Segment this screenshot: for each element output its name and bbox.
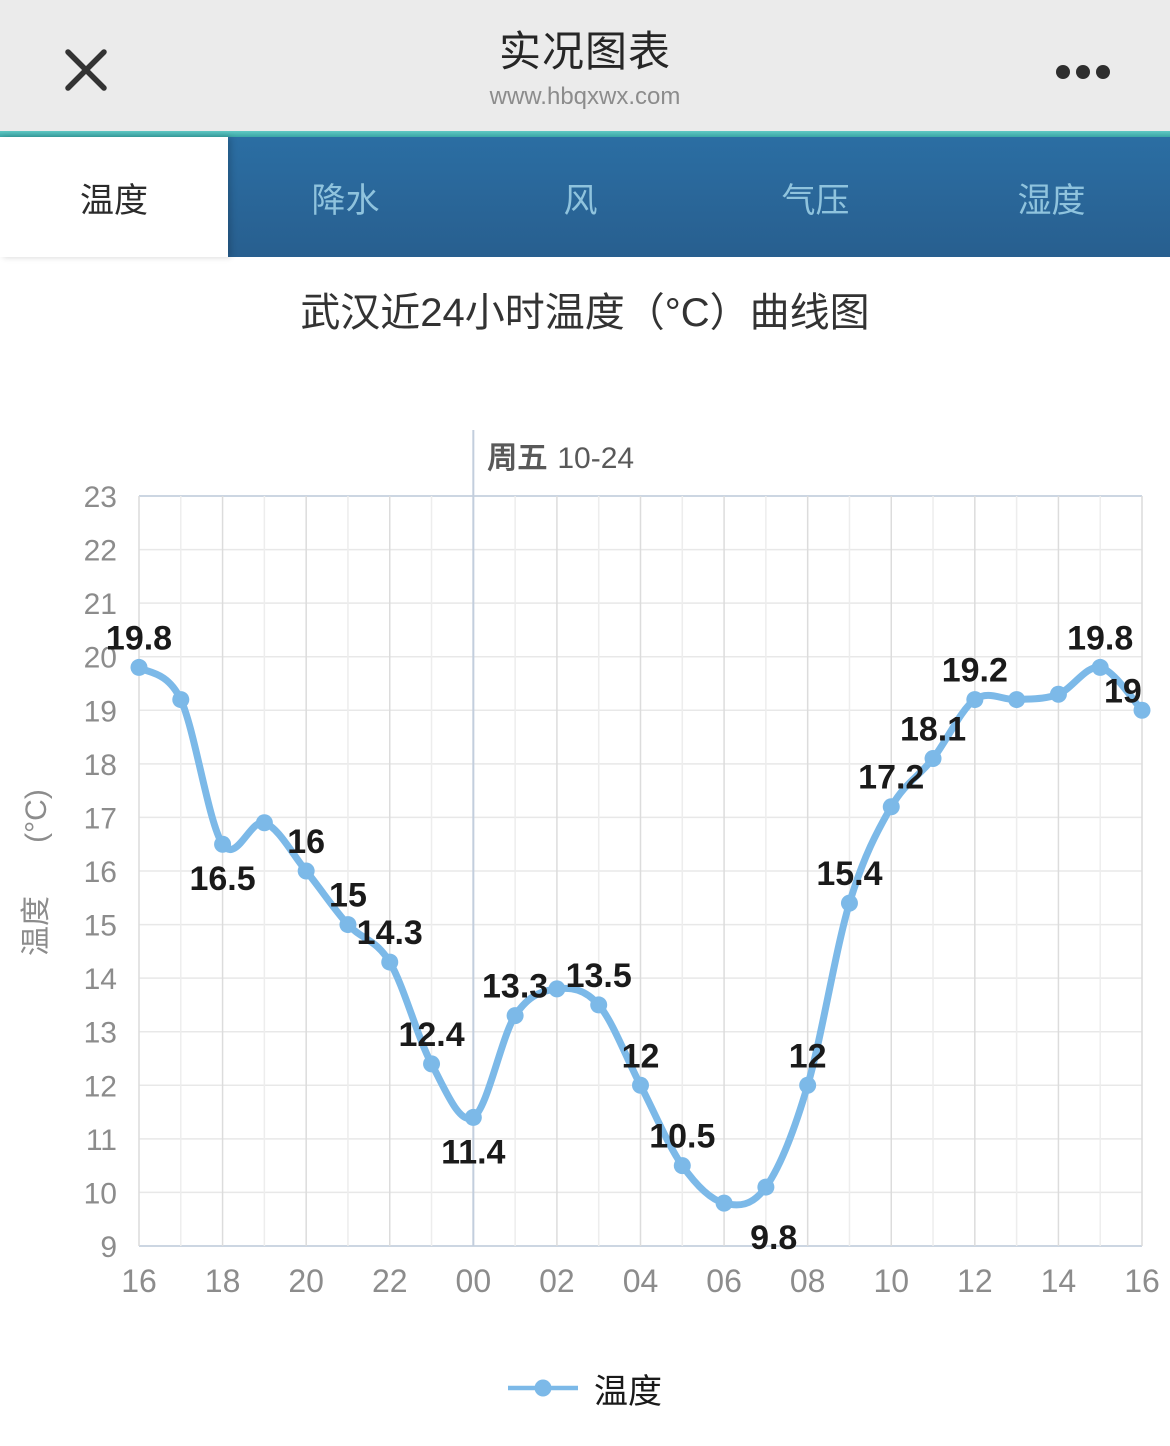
svg-text:17.2: 17.2 [858,759,924,797]
svg-text:12: 12 [622,1037,660,1075]
svg-text:20: 20 [288,1263,324,1299]
svg-text:00: 00 [456,1263,492,1299]
svg-text:14: 14 [84,963,117,996]
svg-text:11.4: 11.4 [441,1133,505,1171]
svg-text:15: 15 [84,910,117,943]
svg-text:12.4: 12.4 [398,1016,464,1054]
svg-text:18: 18 [84,749,117,782]
svg-text:15.4: 15.4 [816,855,882,893]
svg-text:16: 16 [1124,1263,1160,1299]
svg-text:06: 06 [706,1263,742,1299]
svg-text:12: 12 [84,1070,117,1103]
svg-text:19.2: 19.2 [942,652,1008,690]
svg-text:10.5: 10.5 [649,1118,715,1156]
svg-text:13.5: 13.5 [566,957,632,995]
svg-text:18.1: 18.1 [900,711,966,749]
svg-text:16: 16 [287,823,325,861]
svg-text:10: 10 [84,1177,117,1210]
svg-text:22: 22 [84,535,117,568]
svg-text:11: 11 [86,1124,117,1157]
svg-text:9: 9 [100,1231,117,1264]
svg-text:13.3: 13.3 [482,968,548,1006]
svg-text:14.3: 14.3 [357,914,423,952]
svg-text:17: 17 [84,802,117,835]
svg-text:14: 14 [1041,1263,1077,1299]
svg-text:19: 19 [84,695,117,728]
svg-text:18: 18 [205,1263,241,1299]
svg-text:16: 16 [121,1263,157,1299]
svg-text:16: 16 [84,856,117,889]
svg-text:22: 22 [372,1263,408,1299]
svg-text:19.8: 19.8 [1067,619,1133,657]
svg-text:23: 23 [84,481,117,514]
svg-text:13: 13 [84,1017,117,1050]
svg-text:12: 12 [957,1263,993,1299]
svg-text:08: 08 [790,1263,826,1299]
svg-text:温度: 温度 [20,896,53,956]
svg-text:19.8: 19.8 [106,619,172,657]
svg-text:15: 15 [329,877,367,915]
svg-text:21: 21 [84,588,117,621]
svg-text:(°C): (°C) [20,789,53,843]
svg-text:02: 02 [539,1263,575,1299]
svg-text:19: 19 [1104,672,1142,710]
svg-text:12: 12 [789,1037,827,1075]
svg-text:10: 10 [873,1263,909,1299]
svg-text:9.8: 9.8 [750,1219,797,1257]
svg-text:16.5: 16.5 [189,860,255,898]
svg-text:04: 04 [623,1263,659,1299]
